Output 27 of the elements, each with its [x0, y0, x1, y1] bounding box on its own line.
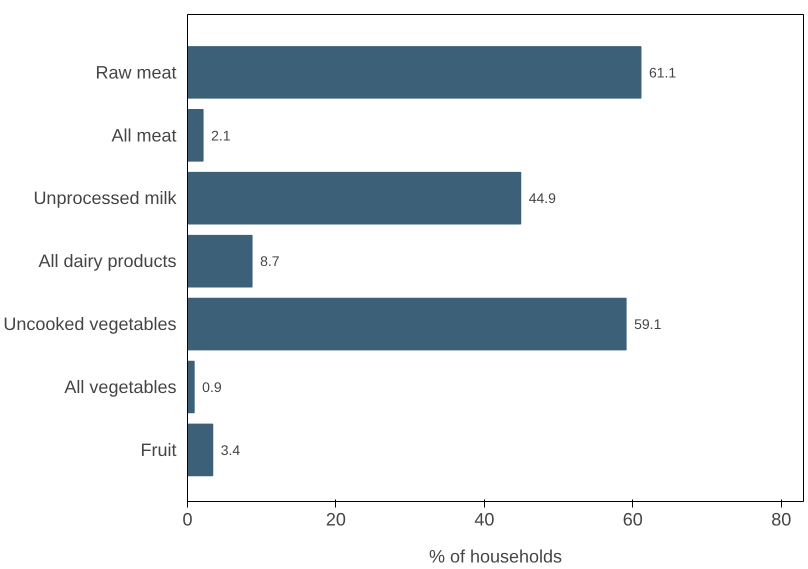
- y-tick-label: All meat: [111, 125, 177, 146]
- data-label: 3.4: [220, 442, 240, 458]
- y-tick-label: Raw meat: [95, 62, 177, 82]
- data-label: 61.1: [648, 64, 676, 80]
- x-tick-label: 80: [771, 510, 792, 530]
- y-tick-label: Unprocessed milk: [33, 188, 178, 208]
- bar: [188, 360, 195, 414]
- data-label: 0.9: [202, 378, 222, 395]
- y-tick-label: All dairy products: [38, 251, 177, 272]
- y-tick-label: Uncooked vegetables: [3, 314, 177, 334]
- x-axis-title: % of households: [428, 546, 562, 566]
- data-label: 2.1: [211, 127, 231, 144]
- data-label: 44.9: [528, 190, 556, 206]
- x-tick-label: 40: [474, 510, 494, 530]
- bar: [188, 424, 214, 476]
- bar: [188, 172, 522, 225]
- x-tick-label: 20: [326, 510, 346, 530]
- data-label: 8.7: [260, 253, 280, 270]
- y-tick-label: All vegetables: [64, 376, 177, 397]
- bar: [188, 109, 204, 162]
- bar: [188, 234, 253, 288]
- bar: [188, 298, 627, 350]
- bar: [188, 46, 642, 99]
- x-tick-label: 60: [622, 510, 643, 530]
- x-tick-label: 0: [182, 510, 193, 530]
- y-tick-label: Fruit: [140, 440, 176, 460]
- data-label: 59.1: [634, 316, 662, 332]
